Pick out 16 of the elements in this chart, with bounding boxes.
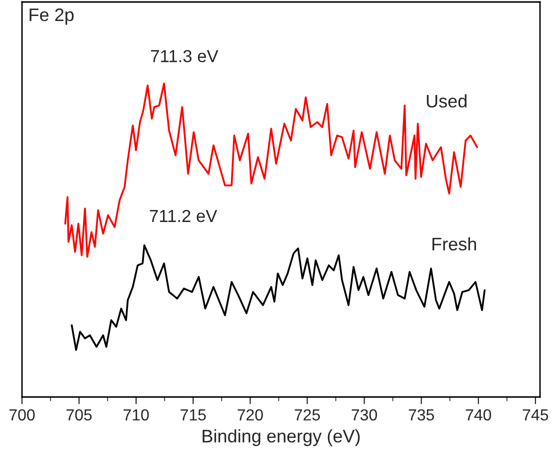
series-label: Fresh [432,237,476,250]
x-tick-label: 720 [238,409,263,421]
x-tick-label: 730 [352,409,377,421]
x-tick-label: 710 [124,409,149,421]
annotation: 711.2 eV [150,210,218,222]
x-tick-label: 700 [9,409,35,421]
x-tick-label: 745 [522,409,548,421]
x-axis-title: Binding energy (eV) [202,429,360,446]
chart-title: Fe 2p [30,8,74,25]
x-tick-label: 715 [180,409,206,421]
x-tick-label: 735 [408,409,434,421]
x-tick-label: 740 [466,409,492,421]
annotation: 711.3 eV [151,50,218,62]
x-tick-label: 725 [294,409,320,421]
x-tick-label: 705 [66,409,92,421]
series-label: Used [426,94,466,108]
